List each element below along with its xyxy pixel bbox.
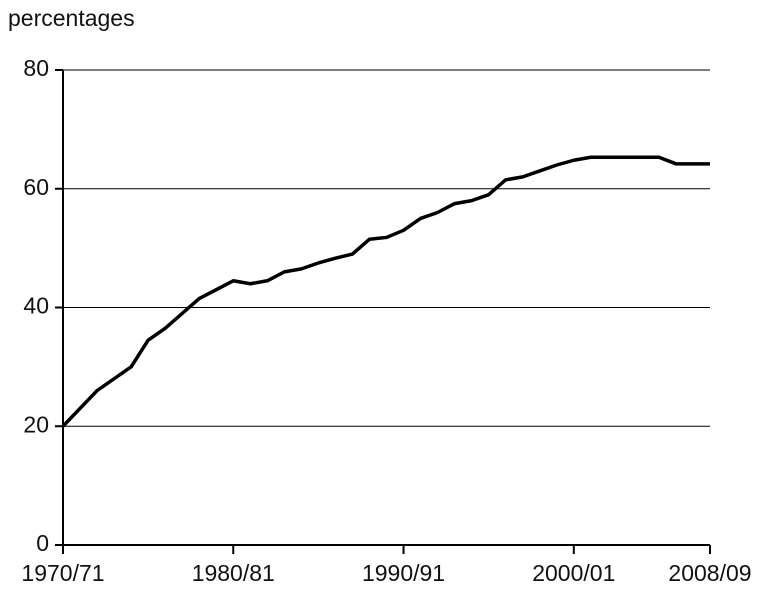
y-tick-label: 20 [23, 411, 49, 437]
y-tick-label: 0 [36, 530, 49, 556]
data-line [61, 155, 710, 428]
x-tick-label: 2000/01 [532, 560, 615, 586]
x-tick-label: 1990/91 [362, 560, 445, 586]
x-tick-label: 2008/09 [668, 560, 751, 586]
y-tick-label: 60 [23, 174, 49, 200]
y-tick-label: 40 [23, 293, 49, 319]
y-axis-label: percentages [8, 5, 135, 31]
x-tick-label: 1980/81 [192, 560, 275, 586]
x-tick-label: 1970/71 [21, 560, 104, 586]
y-tick-label: 80 [23, 55, 49, 81]
